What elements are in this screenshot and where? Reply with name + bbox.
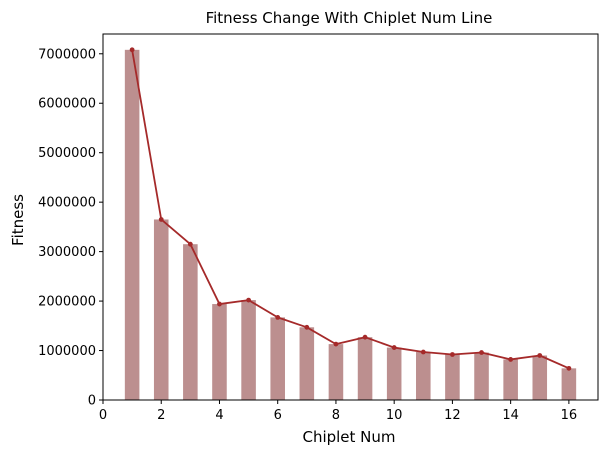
x-tick-label-0: 0 — [99, 408, 107, 423]
bar-15 — [532, 355, 548, 400]
bar-16 — [561, 368, 577, 400]
y-tick-label-5000000: 5000000 — [38, 146, 96, 161]
x-axis-title: Chiplet Num — [302, 428, 395, 446]
line-point-4 — [217, 301, 222, 307]
y-tick-label-2000000: 2000000 — [38, 295, 96, 310]
y-tick-label-4000000: 4000000 — [38, 196, 96, 211]
y-tick-label-1000000: 1000000 — [38, 344, 96, 359]
bar-8 — [328, 344, 344, 400]
bar-12 — [445, 354, 460, 400]
x-tick-label-8: 8 — [332, 408, 340, 423]
bar-5 — [241, 300, 256, 400]
bars-group — [124, 49, 577, 400]
x-tick-label-4: 4 — [215, 408, 223, 423]
x-tick-label-6: 6 — [274, 408, 282, 423]
y-axis-title: Fitness — [9, 194, 27, 246]
line-point-12 — [450, 352, 455, 357]
y-tick-label-7000000: 7000000 — [38, 47, 96, 62]
line-group — [129, 47, 572, 371]
fitness-line — [131, 49, 570, 370]
line-point-13 — [479, 350, 484, 355]
bar-6 — [270, 317, 285, 400]
plot-frame — [102, 33, 599, 401]
line-point-3 — [187, 241, 193, 247]
line-point-7 — [304, 324, 310, 330]
bar-1 — [124, 49, 140, 400]
axes-group: 0 2 4 6 8 10 12 14 16 0 1000000 2000000 3000000 40000… — [38, 33, 599, 423]
y-tick-label-6000000: 6000000 — [38, 97, 96, 112]
line-point-11 — [420, 349, 426, 355]
bar-7 — [299, 327, 315, 400]
chart-title: Fitness Change With Chiplet Num Line — [206, 9, 493, 27]
x-tick-label-12: 12 — [444, 408, 461, 423]
x-tick-label-14: 14 — [502, 408, 519, 423]
y-tick-label-0: 0 — [88, 394, 96, 409]
line-point-15 — [537, 353, 543, 358]
line-point-8 — [333, 341, 339, 347]
line-point-5 — [246, 297, 251, 303]
bar-3 — [183, 244, 198, 400]
line-point-14 — [508, 357, 514, 362]
bar-2 — [153, 219, 169, 400]
line-point-16 — [566, 365, 572, 371]
x-tick-label-2: 2 — [157, 408, 165, 423]
line-point-9 — [362, 334, 368, 340]
line-point-10 — [391, 345, 397, 350]
line-point-2 — [158, 217, 164, 222]
bar-11 — [416, 352, 431, 400]
y-tick-label-3000000: 3000000 — [38, 245, 96, 260]
bar-13 — [474, 352, 489, 400]
bar-10 — [386, 347, 402, 400]
bar-9 — [357, 337, 373, 400]
bar-4 — [212, 304, 227, 400]
bar-14 — [503, 359, 518, 400]
x-tick-label-16: 16 — [561, 408, 578, 423]
x-tick-label-10: 10 — [386, 408, 403, 423]
line-point-1 — [129, 47, 135, 53]
line-point-6 — [275, 315, 281, 320]
